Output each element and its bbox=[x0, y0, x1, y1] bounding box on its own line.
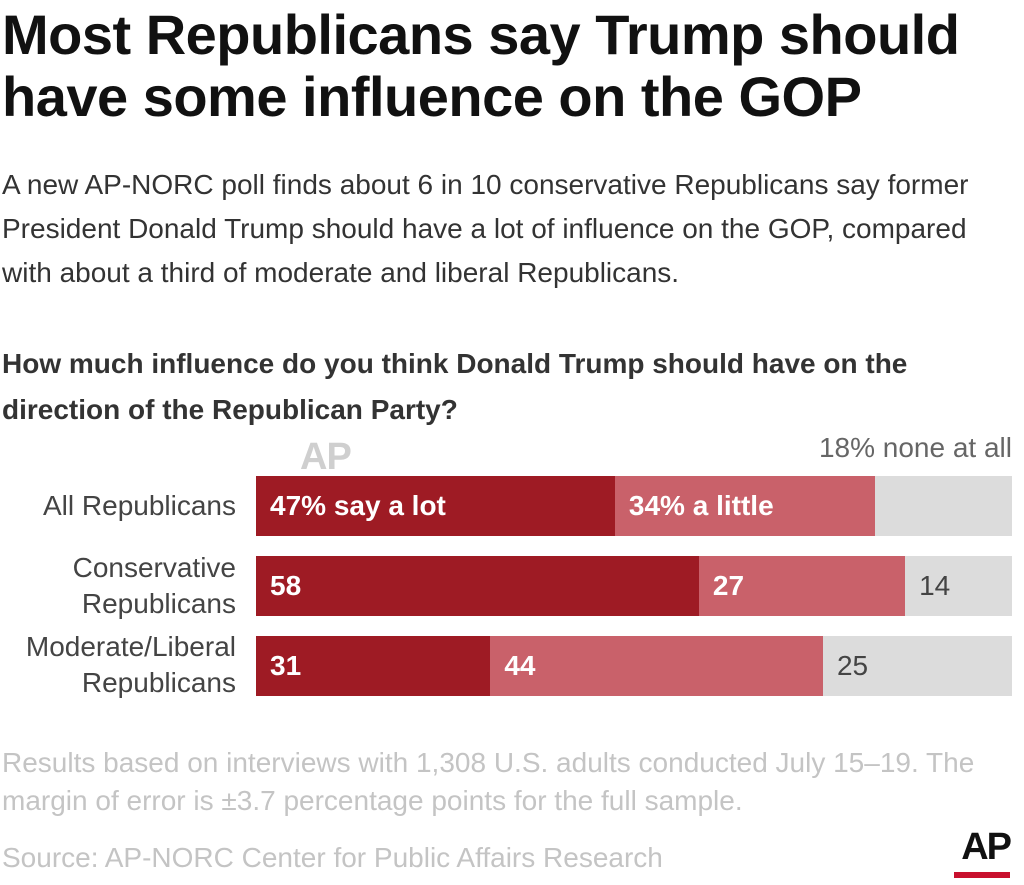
source-note: Source: AP-NORC Center for Public Affair… bbox=[2, 842, 663, 873]
ap-logo: AP bbox=[961, 826, 1012, 868]
category-label: Conservative bbox=[72, 552, 236, 583]
data-label: 14 bbox=[919, 570, 951, 601]
none-at-all-label: 18% none at all bbox=[818, 432, 1012, 463]
data-label: 47% say a lot bbox=[270, 490, 446, 521]
bar-row: 58 27 14 bbox=[256, 556, 1012, 616]
methodology-note: Results based on interviews with 1,308 U… bbox=[2, 747, 975, 816]
bar-a-little: 27 bbox=[698, 556, 906, 616]
category-label: Republicans bbox=[81, 588, 236, 619]
category-label: Moderate/Liberal bbox=[25, 631, 236, 662]
data-label: 34% a little bbox=[628, 490, 774, 521]
data-label: 25 bbox=[836, 650, 869, 681]
bar-none-at-all: 25 bbox=[822, 636, 1012, 696]
bar-a-little: 44 bbox=[490, 636, 823, 696]
bar-none-at-all bbox=[874, 476, 1012, 536]
survey-question: How much influence do you think Donald T… bbox=[2, 348, 908, 425]
category-label: All Republicans bbox=[43, 490, 236, 521]
category-label: Republicans bbox=[81, 667, 236, 698]
data-label: 44 bbox=[504, 650, 536, 681]
bar-a-lot: 31 bbox=[256, 636, 491, 696]
bar-none-at-all: 14 bbox=[905, 556, 1012, 616]
ap-watermark: AP bbox=[300, 436, 352, 478]
chart-title: Most Republicans say Trump should have s… bbox=[2, 3, 960, 128]
bar-row: 47% say a lot 34% a little bbox=[256, 476, 1012, 536]
data-label: 58 bbox=[270, 570, 302, 601]
chart-subtitle: A new AP-NORC poll finds about 6 in 10 c… bbox=[2, 169, 969, 288]
bar-a-lot: 47% say a lot bbox=[256, 476, 615, 536]
ap-logo-underline bbox=[954, 872, 1010, 878]
data-label: 31 bbox=[270, 650, 302, 681]
bar-a-little: 34% a little bbox=[614, 476, 875, 536]
data-label: 27 bbox=[712, 570, 745, 601]
bar-row: 31 44 25 bbox=[256, 636, 1012, 696]
bar-a-lot: 58 bbox=[256, 556, 699, 616]
